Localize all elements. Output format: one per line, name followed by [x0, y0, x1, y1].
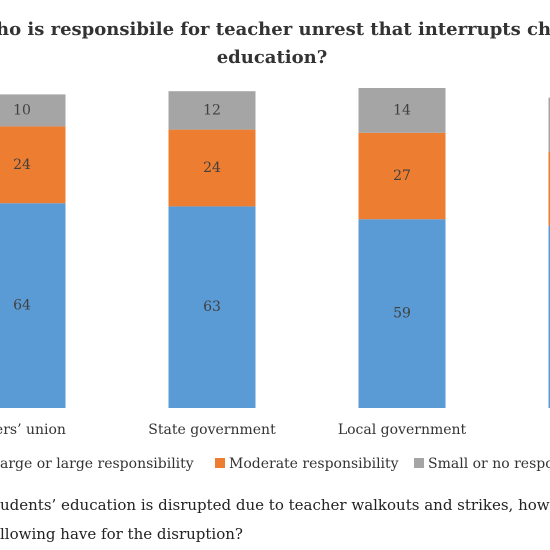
legend-marker	[215, 458, 225, 468]
data-label: 10	[13, 102, 31, 118]
chart-title: education?	[217, 47, 328, 68]
bar-segment	[548, 225, 550, 408]
legend-label: Moderate responsibility	[229, 456, 399, 472]
bar-segment	[548, 97, 550, 152]
bar-segment	[548, 152, 550, 226]
legend-label: Small or no respo	[428, 456, 550, 472]
data-label: 63	[203, 299, 221, 315]
data-label: 64	[13, 298, 31, 314]
data-label: 59	[393, 306, 411, 322]
bar-segment	[0, 203, 66, 408]
data-label: 12	[203, 102, 221, 118]
x-tick-label: chers’ union	[0, 422, 66, 438]
legend-label: arge or large responsibility	[0, 456, 194, 472]
chart-title: ho is responsibile for teacher unrest th…	[0, 19, 550, 40]
data-label: 27	[393, 168, 411, 184]
bar-segment	[168, 129, 256, 207]
bar-segment	[0, 126, 66, 204]
bar-segment	[358, 88, 446, 133]
bar-segment	[168, 206, 256, 408]
note: udents’ education is disrupted due to te…	[0, 496, 550, 514]
bar-segment	[358, 219, 446, 408]
legend-marker	[414, 458, 424, 468]
data-label: 14	[393, 102, 411, 118]
bar-segment	[0, 94, 66, 127]
bar-segment	[358, 132, 446, 220]
x-tick-label: Local government	[338, 422, 467, 438]
x-tick-label: State government	[148, 422, 276, 438]
data-label: 24	[203, 160, 221, 176]
data-label: 24	[13, 157, 31, 173]
note: llowing have for the disruption?	[0, 525, 243, 543]
bar-segment	[168, 91, 256, 130]
